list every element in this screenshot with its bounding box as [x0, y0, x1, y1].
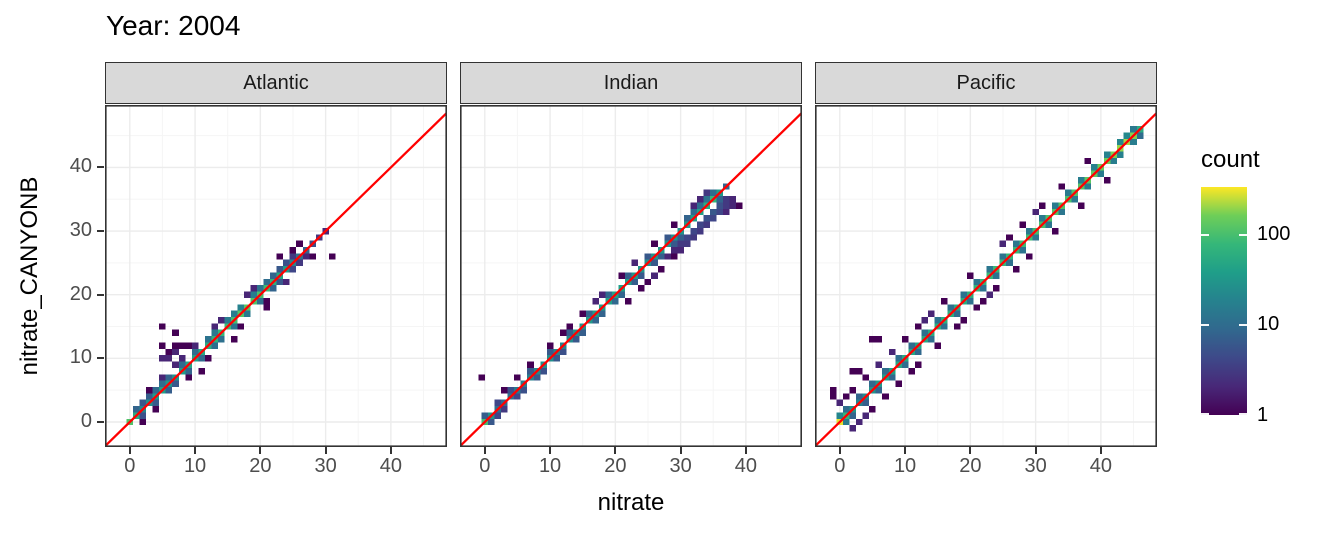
- x-axis-tick: [549, 447, 552, 454]
- x-axis-tick-label: 30: [1024, 455, 1047, 477]
- facet-strip-indian: Indian: [460, 62, 802, 104]
- facet-panel-atlantic: [104, 105, 448, 452]
- y-axis-tick-label: 40: [69, 155, 92, 178]
- y-axis-tick: [97, 230, 104, 233]
- identity-reference-line: [459, 111, 803, 447]
- identity-reference-line: [104, 111, 448, 447]
- x-axis-tick-label: 40: [1089, 455, 1112, 477]
- legend-tick-mark: [1201, 324, 1209, 327]
- x-axis-tick: [679, 447, 682, 454]
- identity-reference-line: [814, 111, 1158, 447]
- y-axis-tick-label: 10: [69, 346, 92, 369]
- legend-tick-label: 100: [1257, 222, 1291, 245]
- legend-tick-mark: [1201, 413, 1209, 415]
- x-axis-tick: [128, 447, 131, 454]
- legend-title: count: [1201, 146, 1260, 173]
- x-axis-tick: [483, 447, 486, 454]
- legend-tick-mark: [1239, 324, 1247, 327]
- legend-colorbar: [1201, 187, 1247, 415]
- x-axis-tick-label: 0: [124, 455, 136, 477]
- legend-tick-label: 10: [1257, 313, 1280, 336]
- y-axis-tick-label: 20: [69, 282, 92, 305]
- x-axis-tick-label: 0: [834, 455, 846, 477]
- legend-tick-mark: [1239, 233, 1247, 236]
- x-axis-tick: [969, 447, 972, 454]
- y-axis-tick: [97, 420, 104, 423]
- x-axis-tick: [838, 447, 841, 454]
- x-axis-tick: [324, 447, 327, 454]
- x-axis-tick: [904, 447, 907, 454]
- x-axis-tick: [194, 447, 197, 454]
- x-axis-title: nitrate: [597, 489, 665, 516]
- x-axis-tick-label: 0: [479, 455, 491, 477]
- x-axis-tick-label: 20: [959, 455, 982, 477]
- facet-strip-label: Atlantic: [243, 71, 309, 94]
- legend-tick-mark: [1201, 233, 1209, 236]
- x-axis-tick: [614, 447, 617, 454]
- x-axis-tick-label: 30: [669, 455, 692, 477]
- panel-plot-area: [459, 105, 803, 447]
- facet-strip-atlantic: Atlantic: [105, 62, 447, 104]
- x-axis-tick: [259, 447, 262, 454]
- x-axis-tick: [744, 447, 747, 454]
- y-axis-tick: [97, 293, 104, 296]
- plot-title: Year: 2004: [106, 10, 241, 41]
- y-axis-title: nitrate_CANYONB: [16, 176, 43, 376]
- facet-strip-label: Pacific: [956, 71, 1016, 94]
- facet-strip-label: Indian: [603, 71, 659, 94]
- facet-panel-pacific: [814, 105, 1158, 452]
- x-axis-tick-label: 30: [314, 455, 337, 477]
- y-axis-tick-label: 0: [80, 409, 92, 432]
- panel-plot-area: [104, 105, 448, 447]
- y-axis-tick-label: 30: [69, 219, 92, 242]
- x-axis-tick: [1099, 447, 1102, 454]
- x-axis-tick-label: 40: [734, 455, 757, 477]
- x-axis-tick: [1034, 447, 1037, 454]
- panel-plot-area: [814, 105, 1158, 447]
- x-axis-tick-label: 20: [604, 455, 627, 477]
- legend-tick-label: 1: [1257, 404, 1269, 426]
- x-axis-tick: [389, 447, 392, 454]
- y-axis-tick: [97, 357, 104, 360]
- facet-panel-indian: [459, 105, 803, 452]
- x-axis-tick-label: 10: [893, 455, 917, 477]
- x-axis-tick-label: 10: [538, 455, 562, 477]
- x-axis-tick-label: 10: [183, 455, 207, 477]
- x-axis-tick-label: 40: [379, 455, 402, 477]
- y-axis-tick: [97, 166, 104, 169]
- legend-tick-mark: [1239, 413, 1247, 415]
- x-axis-tick-label: 20: [249, 455, 272, 477]
- facet-strip-pacific: Pacific: [815, 62, 1157, 104]
